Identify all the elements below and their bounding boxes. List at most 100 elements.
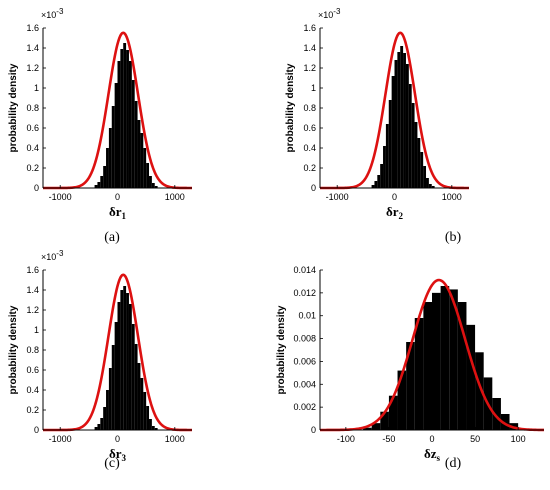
histogram-bar (154, 428, 158, 430)
histogram-bar (120, 290, 124, 430)
y-axis-label: probability density (276, 305, 287, 394)
histogram-bar (111, 106, 115, 188)
x-axis-label: δr1 (109, 204, 127, 221)
histogram-bar (114, 322, 118, 430)
histogram-bar (397, 52, 401, 188)
x-tick-label: 0 (392, 192, 397, 202)
histogram-bar (103, 166, 107, 188)
x-axis-label: δr2 (386, 204, 404, 221)
x-tick-label: -1000 (49, 192, 72, 202)
histogram-bar (380, 164, 384, 188)
x-axis-label-subscript: s (437, 453, 441, 463)
x-tick-label: -50 (382, 434, 395, 444)
histogram-bar (117, 302, 121, 430)
x-tick-label: 1000 (442, 192, 462, 202)
histogram-bar (131, 324, 135, 430)
histogram-bar (383, 146, 386, 188)
x-axis-label-main: δr (386, 204, 399, 219)
histogram-bar (106, 148, 109, 188)
histogram-bar (417, 138, 421, 188)
histogram-bar (408, 84, 412, 188)
histogram-bar (100, 176, 104, 188)
y-multiplier-exponent: -3 (333, 7, 341, 16)
histogram-bar (406, 342, 415, 430)
histogram-bar (131, 80, 135, 188)
histogram-bar (126, 50, 129, 188)
y-tick-label: 1.6 (303, 23, 316, 33)
histogram-bar (126, 293, 129, 430)
y-multiplier-base: ×10 (41, 10, 56, 20)
y-tick-label: 1.2 (26, 305, 39, 315)
y-tick-label: 0.4 (303, 143, 316, 153)
y-tick-label: 0.4 (26, 143, 39, 153)
histogram-bar (492, 398, 501, 430)
y-tick-label: 1.4 (303, 43, 316, 53)
histogram-bar (371, 423, 381, 430)
histogram-bar (394, 60, 398, 188)
histogram-bar (420, 152, 424, 188)
x-tick-label: 0 (429, 434, 434, 444)
x-tick-label: -100 (337, 434, 355, 444)
histogram-bar (380, 411, 389, 430)
histogram-bar (154, 186, 158, 188)
x-axis-label-main: δr (109, 446, 122, 461)
y-tick-label: 1.6 (26, 23, 39, 33)
y-tick-label: 0.01 (298, 311, 316, 321)
histogram-bar (137, 363, 141, 430)
histogram-bar (377, 175, 381, 188)
histogram-bar (423, 302, 432, 430)
y-multiplier-label: ×10-3 (41, 7, 64, 20)
x-axis-label-subscript: 1 (122, 211, 127, 221)
x-axis-label-subscript: 3 (122, 453, 127, 463)
x-tick-label: 0 (115, 192, 120, 202)
y-tick-label: 0.012 (293, 288, 316, 298)
fit-curve (320, 278, 545, 432)
y-tick-label: 0.8 (303, 103, 316, 113)
histogram-bar (149, 176, 152, 188)
histogram-bar (397, 370, 407, 430)
histogram-bar (403, 53, 406, 188)
histogram-bar (371, 185, 375, 188)
y-tick-label: 0.4 (26, 385, 39, 395)
histogram-bar (457, 302, 467, 430)
histogram-bar (500, 414, 510, 430)
histogram-bar (140, 133, 144, 188)
histogram-bar (146, 163, 150, 188)
panel-caption: (d) (445, 456, 462, 471)
y-tick-label: 0 (34, 183, 39, 193)
x-axis-label: δzs (424, 446, 441, 463)
histogram-bar (100, 418, 104, 430)
y-tick-label: 0.6 (26, 365, 39, 375)
panel-c: 0 0.2 0.4 0.6 0.8 1 1.2 1.4 1.6 -1000 0 1000 ×10-3 pr… (8, 249, 193, 471)
panel-b: 0 0.2 0.4 0.6 0.8 1 1.2 1.4 1.6 -1000 0 1000 ×10-3 pr… (285, 7, 470, 245)
x-tick-label: -1000 (326, 192, 349, 202)
y-multiplier-exponent: -3 (56, 7, 64, 16)
y-tick-label: 0 (311, 425, 316, 435)
y-tick-label: 0.002 (293, 402, 316, 412)
x-tick-label: 50 (470, 434, 480, 444)
histogram-bar (151, 426, 155, 430)
histogram-bar (108, 368, 112, 430)
histogram-bar (108, 128, 112, 188)
histogram-bar (120, 49, 124, 188)
histogram-bar (94, 427, 98, 430)
x-axis-label-main: δr (109, 204, 122, 219)
histogram-bar (414, 122, 418, 188)
histogram-bar (391, 76, 395, 188)
y-axis-label: probability density (8, 63, 19, 152)
histogram-bar (151, 183, 155, 188)
histogram-bar (97, 182, 101, 188)
y-tick-label: 0.004 (293, 379, 316, 389)
panel-a: 0 0.2 0.4 0.6 0.8 1 1.2 1.4 1.6 -1000 0 1000 ×10-3 pr… (8, 7, 193, 245)
y-tick-label: 0.8 (26, 103, 39, 113)
y-tick-label: 1.2 (26, 63, 39, 73)
y-tick-label: 0.6 (26, 123, 39, 133)
histogram-bar (426, 178, 429, 188)
x-axis-label-subscript: 2 (399, 211, 404, 221)
histogram-bar (466, 324, 476, 430)
histogram-bar (123, 286, 127, 430)
histogram-bar (97, 424, 101, 430)
y-tick-label: 1.4 (26, 285, 39, 295)
x-tick-label: 1000 (165, 192, 185, 202)
